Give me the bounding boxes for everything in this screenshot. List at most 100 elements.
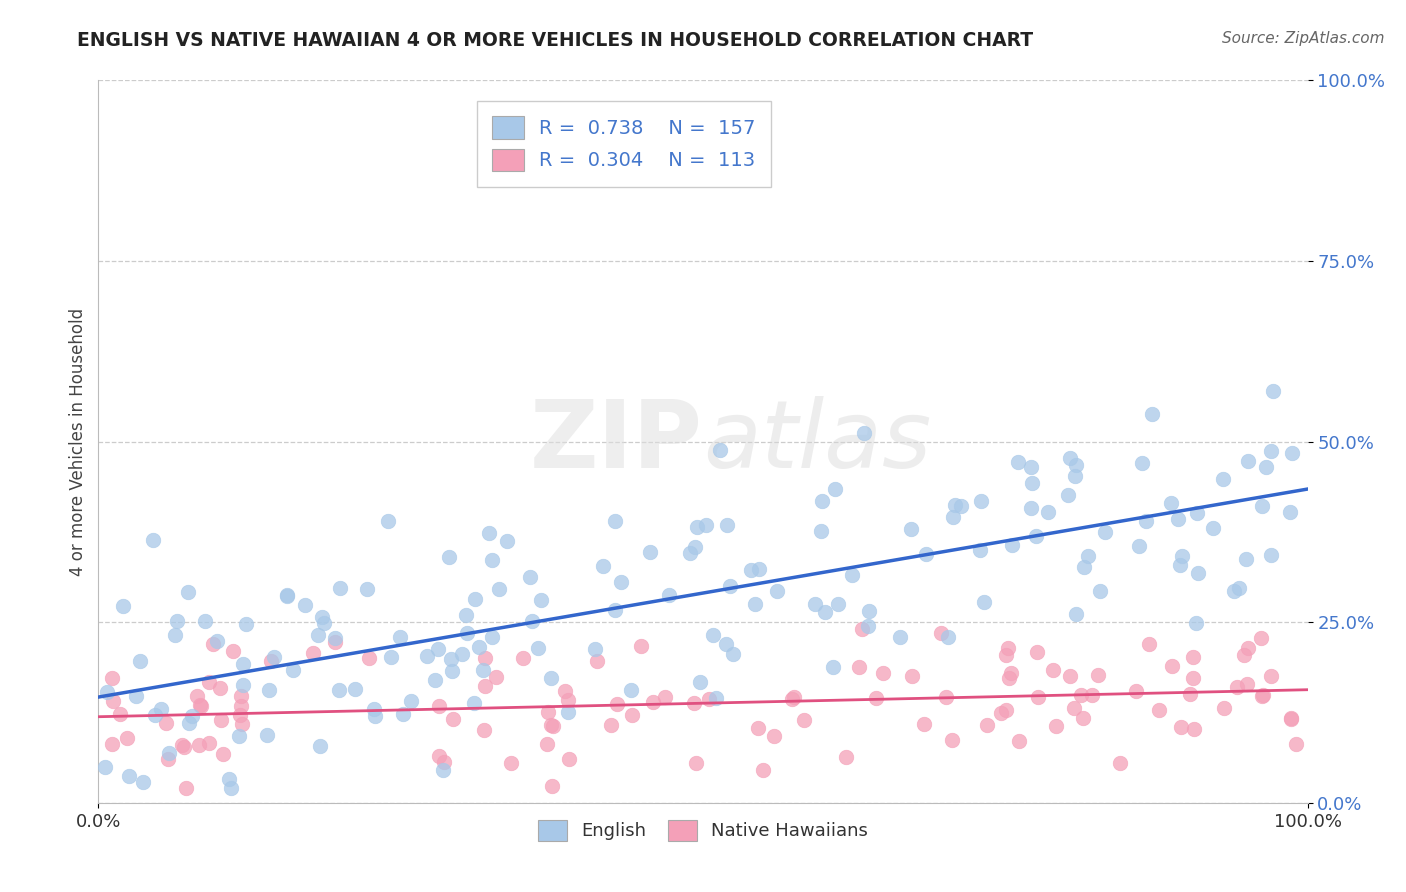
Point [1064, 458, 1087, 473]
Point [488, 582, 510, 596]
Point [472, 723, 495, 738]
Point [188, 738, 211, 752]
Point [1285, 737, 1308, 751]
Point [1000, 666, 1022, 681]
Point [1167, 512, 1189, 526]
Point [357, 651, 380, 665]
Point [900, 668, 922, 682]
Point [537, 705, 560, 719]
Point [427, 699, 450, 714]
Text: atlas: atlas [703, 396, 931, 487]
Point [841, 567, 863, 582]
Point [1281, 711, 1303, 725]
Point [392, 706, 415, 721]
Point [744, 597, 766, 611]
Point [766, 583, 789, 598]
Point [865, 691, 887, 706]
Point [235, 616, 257, 631]
Point [231, 717, 253, 731]
Point [474, 650, 496, 665]
Point [900, 522, 922, 536]
Point [221, 781, 243, 796]
Point [811, 493, 834, 508]
Point [1076, 549, 1098, 563]
Point [451, 647, 474, 661]
Point [605, 603, 627, 617]
Point [1135, 514, 1157, 528]
Point [1251, 689, 1274, 703]
Point [232, 678, 254, 692]
Point [997, 641, 1019, 656]
Point [197, 675, 219, 690]
Point [157, 752, 180, 766]
Point [1250, 632, 1272, 646]
Point [709, 443, 731, 458]
Point [437, 549, 460, 564]
Point [603, 514, 626, 528]
Point [621, 707, 644, 722]
Point [1227, 581, 1250, 595]
Point [824, 482, 846, 496]
Point [1160, 658, 1182, 673]
Point [969, 542, 991, 557]
Point [793, 713, 815, 727]
Point [1064, 607, 1087, 621]
Point [1128, 539, 1150, 553]
Point [683, 696, 706, 710]
Point [1071, 711, 1094, 725]
Point [679, 545, 702, 559]
Point [190, 698, 212, 713]
Point [720, 579, 742, 593]
Point [471, 664, 494, 678]
Point [1063, 468, 1085, 483]
Point [1223, 584, 1246, 599]
Point [853, 426, 876, 441]
Point [814, 605, 837, 619]
Point [228, 729, 250, 743]
Point [1281, 446, 1303, 460]
Point [1202, 521, 1225, 535]
Point [827, 597, 849, 611]
Point [520, 615, 543, 629]
Point [177, 584, 200, 599]
Point [110, 707, 132, 722]
Point [1073, 560, 1095, 574]
Point [1182, 723, 1205, 737]
Point [1045, 719, 1067, 733]
Point [851, 623, 873, 637]
Point [229, 690, 252, 704]
Point [415, 648, 437, 663]
Point [914, 547, 936, 561]
Point [530, 593, 553, 607]
Point [1125, 683, 1147, 698]
Point [558, 752, 581, 766]
Point [1237, 640, 1260, 655]
Point [1019, 501, 1042, 516]
Point [309, 739, 332, 753]
Point [1026, 645, 1049, 659]
Point [721, 647, 744, 661]
Point [858, 604, 880, 618]
Point [325, 631, 347, 645]
Point [1178, 687, 1201, 701]
Point [586, 654, 609, 668]
Point [941, 733, 963, 747]
Point [654, 690, 676, 705]
Point [1063, 701, 1085, 715]
Point [256, 728, 278, 742]
Point [172, 738, 194, 752]
Point [848, 660, 870, 674]
Point [995, 648, 1018, 662]
Point [209, 681, 232, 696]
Point [499, 756, 522, 770]
Point [323, 634, 346, 648]
Point [257, 682, 280, 697]
Point [638, 545, 661, 559]
Point [1149, 702, 1171, 716]
Point [485, 670, 508, 684]
Point [312, 615, 335, 630]
Point [1185, 506, 1208, 520]
Point [232, 657, 254, 672]
Point [495, 534, 517, 549]
Point [949, 500, 972, 514]
